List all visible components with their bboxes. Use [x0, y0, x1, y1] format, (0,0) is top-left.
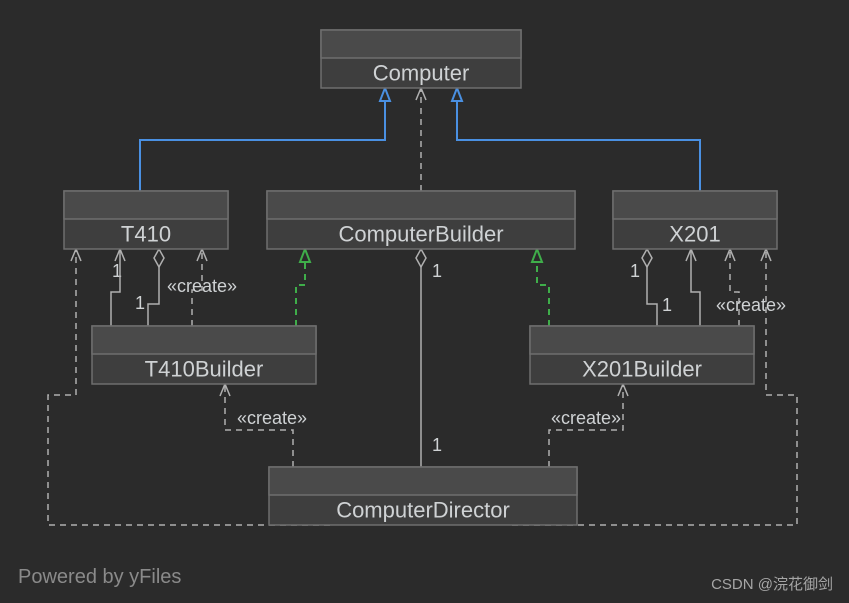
edge-label: «create»: [716, 295, 786, 315]
class-name: T410Builder: [145, 357, 264, 382]
class-name: X201: [669, 222, 720, 247]
class-name: Computer: [373, 61, 470, 86]
edge-label: 1: [135, 293, 145, 313]
edge-label: «create»: [237, 408, 307, 428]
footer-watermark: CSDN @浣花御剑: [711, 576, 833, 593]
class-node-T410: T410: [64, 191, 228, 249]
class-node-T410Builder: T410Builder: [92, 326, 316, 384]
edge-label: «create»: [167, 276, 237, 296]
edge-label: 1: [432, 435, 442, 455]
class-name: ComputerBuilder: [338, 222, 503, 247]
edge-label: «create»: [551, 408, 621, 428]
class-node-Computer: Computer: [321, 30, 521, 88]
class-node-X201: X201: [613, 191, 777, 249]
edge-label: 1: [662, 295, 672, 315]
edge-label: 1: [432, 261, 442, 281]
class-name: T410: [121, 222, 171, 247]
footer-powered-by: Powered by yFiles: [18, 566, 181, 588]
class-node-ComputerBuilder: ComputerBuilder: [267, 191, 575, 249]
edge-label: 1: [630, 261, 640, 281]
class-node-X201Builder: X201Builder: [530, 326, 754, 384]
class-node-ComputerDirector: ComputerDirector: [269, 467, 577, 525]
class-name: ComputerDirector: [336, 498, 510, 523]
class-name: X201Builder: [582, 357, 702, 382]
